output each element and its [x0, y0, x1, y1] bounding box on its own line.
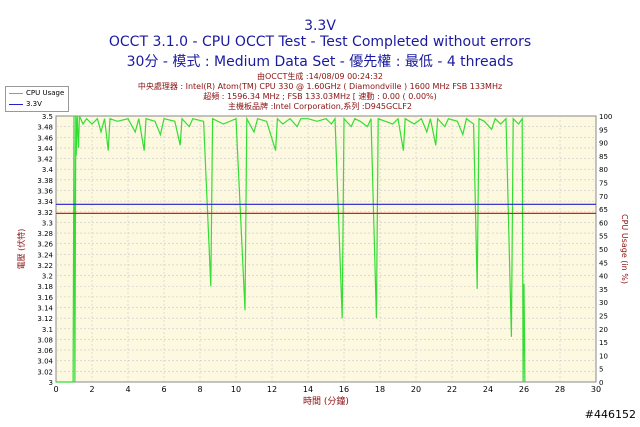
y-tick-label-left: 3.04	[37, 358, 53, 366]
y-axis-label-right: CPU Usage (in %)	[620, 214, 629, 284]
legend-swatch-voltage	[9, 103, 23, 105]
y-tick-label-left: 3.28	[37, 230, 53, 238]
info-generated: 由OCCT生成 :14/08/09 00:24:32	[257, 72, 383, 81]
y-tick-label-right: 0	[599, 379, 603, 387]
y-tick-label-right: 50	[599, 246, 608, 254]
y-tick-label-right: 55	[599, 233, 608, 241]
y-tick-label-left: 3	[49, 379, 53, 387]
y-tick-label-left: 3.3	[42, 219, 53, 227]
x-tick-label: 28	[555, 385, 565, 394]
y-tick-label-right: 25	[599, 313, 608, 321]
y-tick-label-left: 3.14	[37, 305, 53, 313]
y-tick-label-right: 20	[599, 326, 608, 334]
y-tick-label-right: 90	[599, 140, 608, 148]
y-tick-label-left: 3.2	[42, 273, 53, 281]
x-tick-label: 22	[447, 385, 457, 394]
y-tick-label-left: 3.1	[42, 326, 53, 334]
y-tick-label-left: 3.06	[37, 347, 53, 355]
y-tick-label-right: 85	[599, 153, 608, 161]
y-tick-label-left: 3.38	[37, 177, 53, 185]
legend-entry-cpu: CPU Usage	[9, 88, 64, 98]
x-tick-label: 30	[591, 385, 601, 394]
y-tick-label-right: 35	[599, 286, 608, 294]
y-tick-label-right: 100	[599, 113, 612, 121]
y-tick-label-right: 95	[599, 126, 608, 134]
x-tick-label: 4	[125, 385, 130, 394]
y-tick-label-right: 65	[599, 206, 608, 214]
plot-area	[55, 115, 597, 383]
y-tick-label-left: 3.42	[37, 156, 53, 164]
y-tick-label-right: 40	[599, 273, 608, 281]
chart-subtitle: OCCT 3.1.0 - CPU OCCT Test - Test Comple…	[108, 34, 532, 50]
x-tick-label: 2	[89, 385, 94, 394]
x-tick-label: 14	[303, 385, 313, 394]
watermark: #446152	[584, 408, 636, 421]
legend-swatch-cpu	[9, 92, 23, 94]
x-axis-label: 時間 (分鐘)	[303, 395, 349, 407]
y-tick-label-right: 5	[599, 366, 603, 374]
y-tick-label-left: 3.12	[37, 315, 53, 323]
y-tick-label-left: 3.34	[37, 198, 53, 206]
x-tick-label: 8	[197, 385, 202, 394]
y-tick-label-right: 70	[599, 193, 608, 201]
y-tick-label-left: 3.24	[37, 251, 53, 259]
info-cpu: 中央處理器 : Intel(R) Atom(TM) CPU 330 @ 1.60…	[137, 82, 503, 91]
legend-label-voltage: 3.3V	[26, 100, 42, 108]
x-tick-label: 10	[231, 385, 241, 394]
y-tick-label-left: 3.4	[42, 166, 54, 174]
y-tick-label-right: 15	[599, 339, 608, 347]
x-tick-label: 24	[483, 385, 493, 394]
x-tick-label: 26	[519, 385, 529, 394]
y-tick-label-left: 3.5	[42, 113, 53, 121]
legend-label-cpu: CPU Usage	[26, 89, 65, 97]
y-tick-label-left: 3.18	[37, 283, 53, 291]
x-tick-label: 0	[53, 385, 58, 394]
chart-subtitle-2: 30分 - 模式 : Medium Data Set - 優先權 : 最低 - …	[126, 54, 514, 70]
x-tick-label: 6	[161, 385, 166, 394]
y-tick-label-left: 3.22	[37, 262, 53, 270]
chart-title: 3.3V	[304, 18, 336, 34]
y-tick-label-left: 3.48	[37, 124, 53, 132]
y-tick-label-right: 45	[599, 259, 608, 267]
series-line-cpu-usage	[56, 115, 526, 383]
legend-entry-voltage: 3.3V	[9, 99, 42, 109]
y-tick-label-left: 3.46	[37, 134, 53, 142]
y-tick-label-left: 3.26	[37, 241, 53, 249]
y-tick-label-right: 60	[599, 219, 608, 227]
y-tick-label-left: 3.16	[37, 294, 53, 302]
y-tick-label-left: 3.44	[37, 145, 53, 153]
chart-legend: CPU Usage 3.3V	[5, 86, 69, 112]
x-tick-label: 20	[411, 385, 421, 394]
y-tick-label-right: 30	[599, 299, 608, 307]
y-axis-label-left: 電壓 (伏特)	[16, 229, 26, 270]
y-tick-label-left: 3.36	[37, 187, 53, 195]
y-tick-label-left: 3.02	[37, 368, 53, 376]
info-overclock: 超頻 : 1596.34 MHz ; FSB 133.03MHz [ 速動 : …	[203, 92, 437, 101]
y-tick-label-left: 3.08	[37, 336, 53, 344]
y-tick-label-left: 3.32	[37, 209, 53, 217]
y-tick-label-right: 10	[599, 352, 608, 360]
x-tick-label: 18	[375, 385, 385, 394]
y-tick-label-right: 80	[599, 166, 608, 174]
x-tick-label: 16	[339, 385, 349, 394]
x-tick-label: 12	[267, 385, 277, 394]
y-tick-label-right: 75	[599, 180, 608, 188]
info-motherboard: 主機板品牌 :Intel Corporation,系列 :D945GCLF2	[228, 102, 412, 111]
